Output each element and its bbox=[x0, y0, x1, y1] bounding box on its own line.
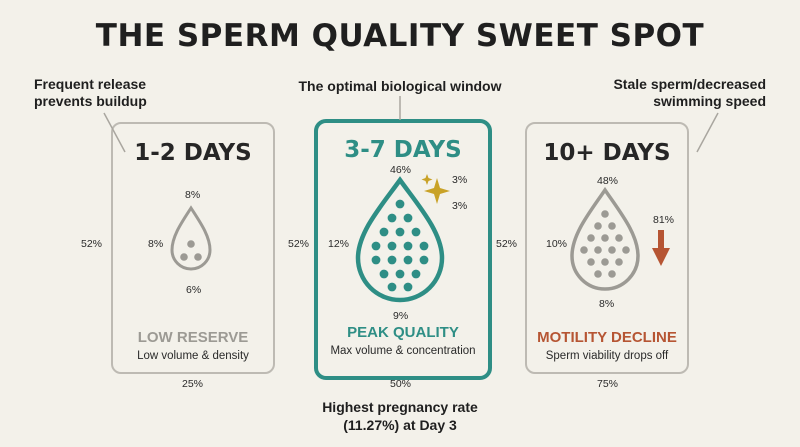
card-peak-quality: 3-7 DAYS PEAK QUALITY Max volume & conce… bbox=[314, 119, 492, 380]
note-stale-sperm: Stale sperm/decreased swimming speed bbox=[613, 76, 766, 109]
pct-label: 6% bbox=[186, 284, 202, 296]
card-desc: Sperm viability drops off bbox=[545, 350, 669, 362]
sperm-dot bbox=[187, 240, 195, 248]
card-days: 1-2 DAYS bbox=[134, 140, 252, 166]
sparkle-icon bbox=[421, 174, 433, 185]
pct-label: 8% bbox=[185, 189, 201, 201]
sperm-dot bbox=[180, 253, 188, 261]
sperm-drop-icon bbox=[170, 205, 212, 271]
page-title: THE SPERM QUALITY SWEET SPOT bbox=[95, 18, 705, 54]
card-desc: Max volume & concentration bbox=[330, 345, 476, 357]
pct-label: 3% bbox=[452, 200, 468, 212]
down-arrow-icon bbox=[658, 230, 664, 250]
note-highest-pregnancy-rate: Highest pregnancy rate (11.27%) at Day 3 bbox=[322, 399, 478, 433]
card-label: LOW RESERVE bbox=[137, 329, 249, 346]
card-motility-decline: 10+ DAYS MOTILITY DECLINE Sperm viabilit… bbox=[525, 122, 689, 374]
sperm-dot bbox=[194, 253, 202, 261]
pct-label: 52% bbox=[496, 238, 518, 250]
note-frequent-release: Frequent release prevents buildup bbox=[34, 76, 147, 109]
note-optimal-window: The optimal biological window bbox=[298, 78, 502, 94]
pct-label: 8% bbox=[599, 298, 615, 310]
pct-label: 12% bbox=[328, 238, 350, 250]
pct-label: 48% bbox=[597, 175, 619, 187]
pointer-line-right bbox=[696, 112, 719, 153]
card-desc: Low volume & density bbox=[137, 350, 249, 362]
pct-label: 9% bbox=[393, 310, 409, 322]
pct-label: 81% bbox=[653, 214, 675, 226]
pointer-line-left bbox=[103, 112, 126, 153]
card-label: PEAK QUALITY bbox=[347, 324, 459, 341]
sperm-drop-icon bbox=[355, 176, 445, 303]
sperm-dots bbox=[580, 210, 630, 278]
pct-label: 25% bbox=[182, 378, 204, 390]
pct-label: 3% bbox=[452, 174, 468, 186]
pct-label: 10% bbox=[546, 238, 568, 250]
sparkle-icon bbox=[424, 178, 450, 204]
pct-label: 46% bbox=[390, 164, 412, 176]
pct-label: 75% bbox=[597, 378, 619, 390]
card-low-reserve: 1-2 DAYS LOW RESERVE Low volume & densit… bbox=[111, 122, 275, 374]
down-arrow-icon bbox=[652, 248, 670, 266]
sperm-drop-icon bbox=[570, 186, 640, 291]
sperm-dots bbox=[371, 199, 429, 292]
pct-label: 52% bbox=[288, 238, 310, 250]
pct-label: 50% bbox=[390, 378, 412, 390]
pct-label: 8% bbox=[148, 238, 164, 250]
card-label: MOTILITY DECLINE bbox=[537, 329, 677, 346]
pct-label: 52% bbox=[81, 238, 103, 250]
card-days: 10+ DAYS bbox=[543, 140, 671, 166]
card-days: 3-7 DAYS bbox=[344, 137, 462, 163]
